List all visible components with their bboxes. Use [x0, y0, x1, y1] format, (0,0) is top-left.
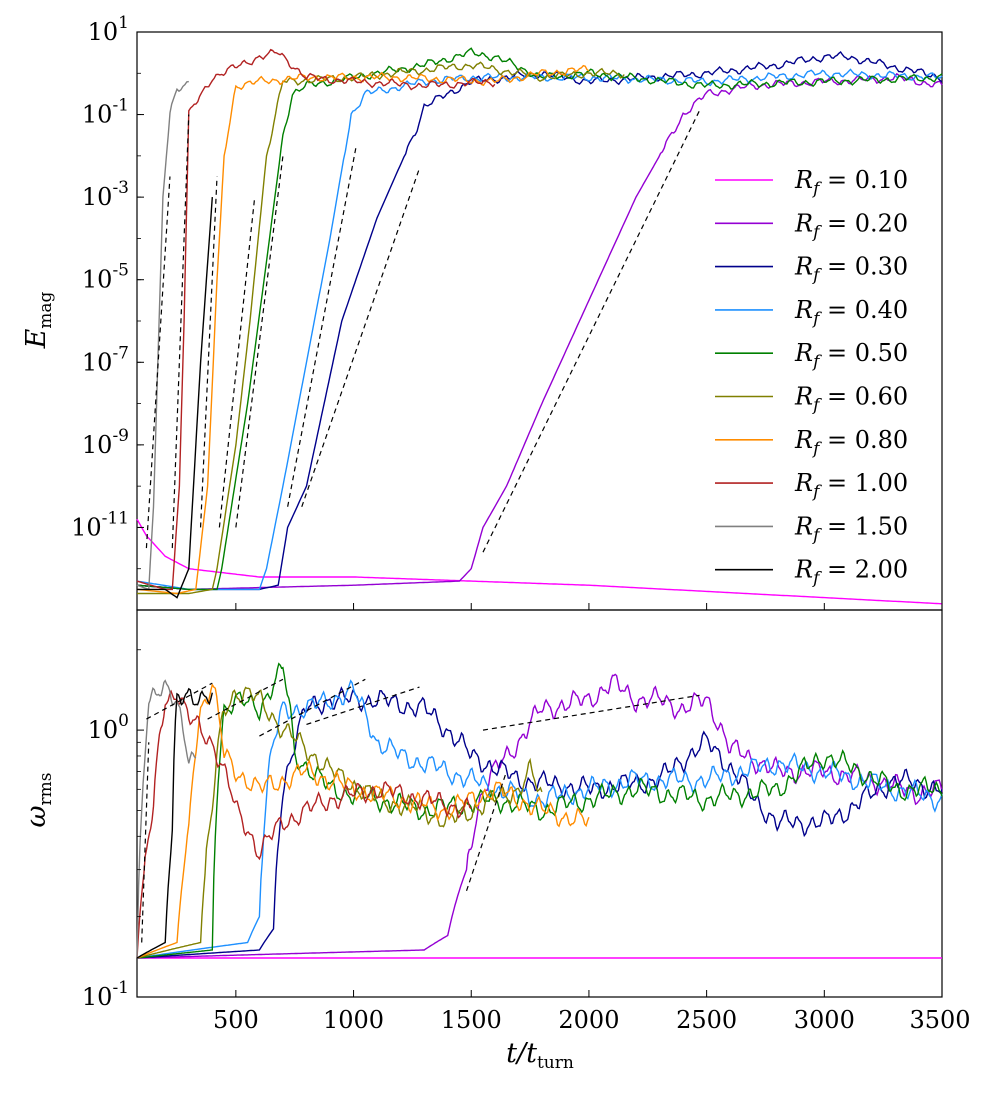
bottom-series-group — [136, 662, 943, 959]
xtick-label-500: 500 — [213, 1006, 259, 1034]
xlabel-main: t/t — [506, 1038, 537, 1069]
top-series-r-f-0-60 — [137, 61, 625, 595]
top-ytick-label-10-11: 10-11 — [71, 508, 129, 541]
bottom-fit-line-0 — [146, 682, 213, 720]
top-fit-line-4 — [235, 155, 284, 528]
bottom-series-r-f-1-00 — [136, 689, 472, 959]
legend-label-r-f-0-20: Rf = 0.20 — [794, 209, 908, 242]
bottom-fit-line-5 — [141, 742, 150, 943]
top-fit-line-0 — [145, 176, 171, 549]
bottom-x-axis: 500 1000 1500 2000 2500 3000 3500 — [213, 603, 971, 1034]
top-series-r-f-0-30 — [136, 50, 943, 591]
top-fit-line-7 — [482, 110, 701, 553]
bottom-fit-lines — [141, 678, 700, 943]
top-ytick-label-10-5: 10-5 — [82, 261, 129, 294]
legend-label-r-f-0-50: Rf = 0.50 — [794, 339, 908, 372]
top-series-r-f-1-50 — [136, 80, 189, 591]
xtick-label-2000: 2000 — [558, 1006, 619, 1034]
bottom-fit-line-2 — [259, 678, 366, 737]
legend-label-r-f-2-00: Rf = 2.00 — [794, 556, 908, 589]
top-series-group — [136, 47, 943, 605]
top-ytick-label-10-3: 10-3 — [82, 178, 129, 211]
bottom-series-r-f-0-30 — [136, 686, 943, 959]
bottom-series-r-f-0-50 — [136, 662, 943, 959]
legend-label-r-f-0-10: Rf = 0.10 — [794, 166, 908, 199]
top-ylabel: Emag — [21, 291, 56, 349]
legend-label-r-f-0-80: Rf = 0.80 — [794, 426, 908, 459]
top-series-r-f-0-80 — [136, 64, 590, 595]
bottom-series-r-f-0-20 — [137, 673, 943, 959]
xtick-label-2500: 2500 — [676, 1006, 737, 1034]
legend-label-r-f-0-60: Rf = 0.60 — [794, 383, 908, 416]
bottom-ylabel: ωrms — [21, 772, 56, 827]
top-fit-line-1 — [171, 114, 190, 549]
xtick-label-1000: 1000 — [323, 1006, 384, 1034]
top-ylabel-main: E — [21, 328, 52, 349]
bottom-series-r-f-0-60 — [136, 686, 543, 959]
bottom-series-r-f-0-80 — [136, 683, 590, 959]
xtick-label-3000: 3000 — [794, 1006, 855, 1034]
top-ylabel-sub: mag — [36, 291, 56, 328]
top-fit-line-5 — [287, 147, 357, 507]
top-ytick-label-10-1: 101 — [88, 13, 129, 46]
top-ytick-label-10-7: 10-7 — [82, 343, 129, 376]
bottom-series-r-f-1-50 — [136, 679, 197, 959]
legend-label-r-f-1-50: Rf = 1.50 — [794, 512, 908, 545]
top-fit-line-3 — [218, 197, 256, 528]
xtick-label-1500: 1500 — [441, 1006, 502, 1034]
top-panel: 101 10-1 10-3 10-5 10-7 10-9 10-11 Emag Rf = 0… — [21, 13, 943, 611]
top-ytick-label-10-1: 10-1 — [82, 96, 129, 129]
xlabel: t/tturn — [506, 1038, 574, 1073]
top-fit-lines — [145, 110, 701, 553]
legend-label-r-f-1-00: Rf = 1.00 — [794, 469, 908, 502]
top-series-r-f-0-50 — [136, 47, 943, 591]
bottom-ylabel-main: ω — [21, 805, 52, 827]
bottom-panel: 100 10-1 500 1000 1500 2000 2500 3000 3500 ωrms… — [21, 603, 971, 1073]
legend-label-r-f-0-40: Rf = 0.40 — [794, 296, 908, 329]
bottom-y-axis: 100 10-1 — [82, 649, 144, 1011]
bottom-fit-line-3 — [306, 686, 420, 726]
legend-label-r-f-0-30: Rf = 0.30 — [794, 253, 908, 286]
top-series-r-f-1-00 — [136, 48, 496, 591]
top-y-axis: 101 10-1 10-3 10-5 10-7 10-9 10-11 — [71, 13, 144, 611]
top-series-r-f-0-10 — [136, 518, 943, 605]
xlabel-sub: turn — [537, 1053, 574, 1073]
bottom-ytick-label-10-0: 100 — [88, 711, 129, 744]
bottom-ytick-label-10-1: 10-1 — [82, 978, 129, 1011]
top-fit-line-6 — [301, 168, 421, 507]
top-fit-line-2 — [199, 176, 218, 528]
bottom-ylabel-sub: rms — [36, 772, 56, 805]
xtick-label-3500: 3500 — [909, 1006, 970, 1034]
bottom-frame — [136, 609, 943, 998]
legend: Rf = 0.10 Rf = 0.20 Rf = 0.30 Rf = 0.40 Rf =… — [715, 166, 908, 589]
bottom-fit-line-6 — [465, 771, 508, 891]
bottom-series-r-f-2-00 — [136, 687, 213, 959]
top-ytick-label-10-9: 10-9 — [82, 426, 129, 459]
bottom-fit-line-4 — [482, 694, 700, 731]
top-series-r-f-2-00 — [137, 197, 213, 599]
